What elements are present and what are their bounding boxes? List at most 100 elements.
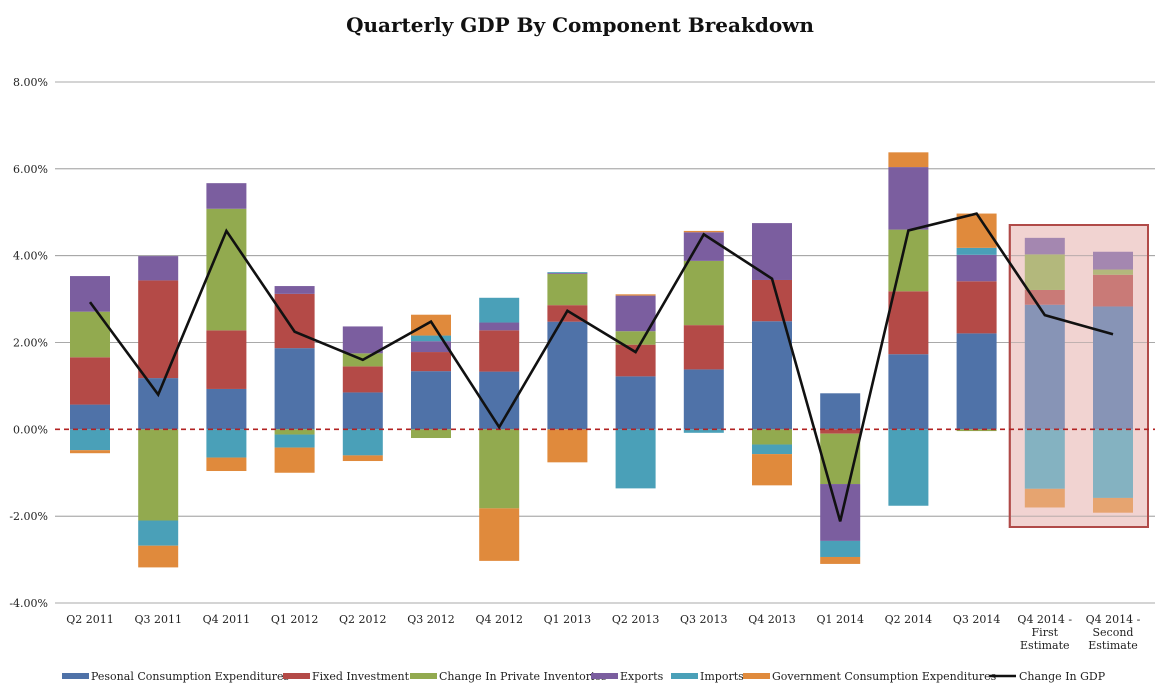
x-tick-label: Q1 2013 <box>544 613 592 626</box>
bar-segment <box>138 378 179 430</box>
bar-segment <box>479 330 520 372</box>
bar-segment <box>888 167 929 230</box>
bar-segment <box>752 321 792 430</box>
bar-segment <box>683 260 724 326</box>
bar-segment <box>1093 251 1133 270</box>
bar-segment <box>274 348 315 430</box>
bar-segment <box>206 388 247 430</box>
legend-label: Change In Private Inventories <box>439 670 607 683</box>
bar-segment <box>752 454 792 486</box>
bar-segment <box>479 508 520 561</box>
legend-swatch <box>62 673 89 679</box>
legend-swatch <box>743 673 770 679</box>
y-tick-label: -2.00% <box>9 510 48 523</box>
bar-segment <box>206 183 247 209</box>
bar-segment <box>683 230 724 233</box>
legend-swatch <box>410 673 437 679</box>
bar-segment <box>888 152 929 168</box>
bar-segment <box>683 325 724 370</box>
bar-segment <box>342 392 383 430</box>
bar-segment <box>206 330 247 389</box>
bar-segment <box>479 297 520 323</box>
bar-segment <box>411 314 451 336</box>
bar-segment <box>1093 269 1133 275</box>
bar-segment <box>752 444 792 455</box>
bar-segment <box>274 429 315 435</box>
bar-segment <box>274 434 315 448</box>
bar-segment <box>956 254 997 282</box>
bar-segment <box>70 404 110 430</box>
bar-segment <box>888 229 929 292</box>
bar-segment <box>1093 274 1133 307</box>
bar-segment <box>956 247 997 255</box>
legend-label: Change In GDP <box>1019 670 1106 683</box>
y-tick-label: 2.00% <box>13 337 48 350</box>
bar-segment <box>547 429 588 463</box>
x-tick-label: Q4 2012 <box>475 613 523 626</box>
x-tick-label: Q2 2011 <box>66 613 114 626</box>
bar-segment <box>615 429 656 489</box>
bar-segment <box>479 371 520 430</box>
bar-segment <box>206 457 247 472</box>
bar-segment <box>820 393 861 430</box>
bar-segment <box>820 429 861 434</box>
bar-segment <box>138 429 179 521</box>
bar-segment <box>411 371 451 430</box>
bar-segment <box>70 357 110 405</box>
x-tick-label: Q3 2011 <box>134 613 182 626</box>
bar-segment <box>547 273 588 274</box>
bar-segment <box>615 344 656 377</box>
y-tick-label: 4.00% <box>13 250 48 263</box>
chart-title: Quarterly GDP By Component Breakdown <box>346 13 814 37</box>
bar-segment <box>956 213 997 248</box>
bar-segment <box>888 429 929 506</box>
bar-segment <box>274 293 315 349</box>
bar-segment <box>479 322 520 331</box>
bar-segment <box>956 429 997 432</box>
bar-segment <box>752 279 792 322</box>
x-tick-label: Estimate <box>1088 639 1138 652</box>
bar-segment <box>547 273 588 306</box>
bar-segment <box>820 484 861 541</box>
bar-segment <box>956 333 997 430</box>
bar-segment <box>411 335 451 342</box>
bar-segment <box>1024 488 1065 508</box>
y-tick-label: 0.00% <box>13 423 48 436</box>
bar-segment <box>342 455 383 462</box>
x-tick-label: First <box>1032 626 1059 639</box>
bar-segment <box>342 326 383 354</box>
x-tick-label: Q2 2012 <box>339 613 387 626</box>
bar-segment <box>888 354 929 430</box>
bar-segment <box>138 520 179 546</box>
bar-segment <box>1093 497 1133 513</box>
y-tick-label: -4.00% <box>9 597 48 610</box>
bar-segment <box>956 281 997 334</box>
bar-segment <box>479 429 520 509</box>
legend-swatch <box>671 673 698 679</box>
x-tick-label: Q3 2013 <box>680 613 728 626</box>
x-tick-label: Q3 2014 <box>953 613 1001 626</box>
x-tick-label: Q4 2014 - <box>1086 613 1141 626</box>
bar-segment <box>411 352 451 372</box>
bar-segment <box>274 447 315 473</box>
bar-segment <box>206 429 247 458</box>
x-tick-label: Q2 2014 <box>885 613 933 626</box>
bar-segment <box>615 295 656 332</box>
legend-swatch <box>283 673 310 679</box>
x-tick-label: Q1 2012 <box>271 613 319 626</box>
x-tick-label: Estimate <box>1020 639 1070 652</box>
bar-segment <box>1024 429 1065 489</box>
bar-segment <box>1024 254 1065 290</box>
legend-label: Fixed Investment <box>312 670 410 683</box>
x-tick-label: Q3 2012 <box>407 613 455 626</box>
x-tick-label: Q4 2013 <box>748 613 796 626</box>
bar-segment <box>342 429 383 456</box>
x-tick-label: Q2 2013 <box>612 613 660 626</box>
x-tick-label: Second <box>1093 626 1134 639</box>
legend-label: Pesonal Consumption Expenditures <box>91 670 290 683</box>
bar-segment <box>1093 306 1133 430</box>
bar-segment <box>70 276 110 312</box>
bar-segment <box>70 429 110 451</box>
highlight-overlay <box>1008 224 1149 528</box>
